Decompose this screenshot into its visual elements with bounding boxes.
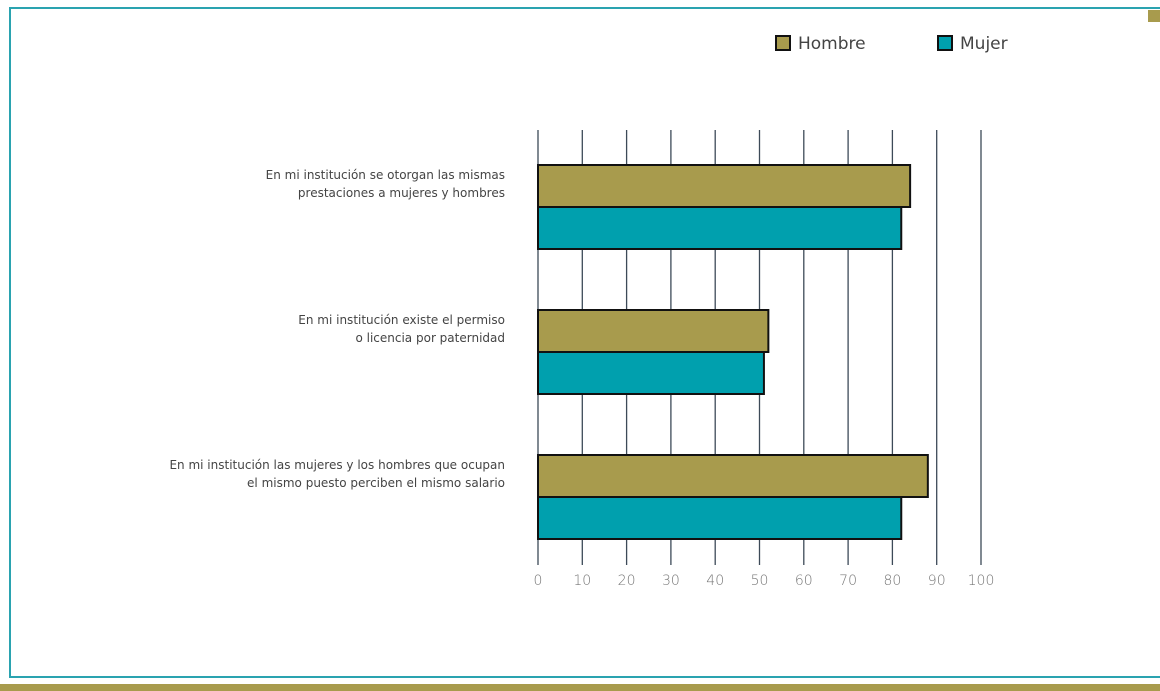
x-tick-label: 90 bbox=[928, 573, 946, 589]
x-tick-label: 80 bbox=[883, 573, 901, 589]
x-tick-label: 20 bbox=[618, 573, 636, 589]
legend-swatch bbox=[775, 35, 791, 51]
category-label: En mi institución se otorgan las mismas p… bbox=[266, 168, 505, 200]
category-line: En mi institución las mujeres y los homb… bbox=[169, 458, 505, 472]
corner-square bbox=[1148, 10, 1160, 22]
x-tick-label: 10 bbox=[573, 573, 591, 589]
category-line: el mismo puesto perciben el mismo salari… bbox=[247, 476, 505, 490]
category-line: o licencia por paternidad bbox=[355, 331, 505, 345]
frame bbox=[9, 7, 1160, 678]
legend-label: Mujer bbox=[960, 34, 1008, 54]
footer-band bbox=[0, 684, 1160, 691]
legend-swatch bbox=[937, 35, 953, 51]
bar bbox=[537, 309, 770, 353]
bar bbox=[537, 206, 903, 250]
x-tick-label: 50 bbox=[751, 573, 769, 589]
x-tick-label: 30 bbox=[662, 573, 680, 589]
x-tick-label: 100 bbox=[968, 573, 995, 589]
category-line: En mi institución existe el permiso bbox=[298, 313, 505, 327]
category-label: En mi institución las mujeres y los homb… bbox=[169, 458, 505, 490]
bar bbox=[537, 496, 903, 540]
bar bbox=[537, 454, 929, 498]
category-line: En mi institución se otorgan las mismas bbox=[266, 168, 505, 182]
legend-label: Hombre bbox=[798, 34, 866, 54]
category-line: prestaciones a mujeres y hombres bbox=[298, 186, 505, 200]
bar bbox=[537, 351, 765, 395]
bar bbox=[537, 164, 912, 208]
x-tick-label: 40 bbox=[706, 573, 724, 589]
x-tick-label: 0 bbox=[534, 573, 543, 589]
x-tick-label: 60 bbox=[795, 573, 813, 589]
x-tick-label: 70 bbox=[839, 573, 857, 589]
category-label: En mi institución existe el permiso o lic… bbox=[298, 313, 505, 345]
